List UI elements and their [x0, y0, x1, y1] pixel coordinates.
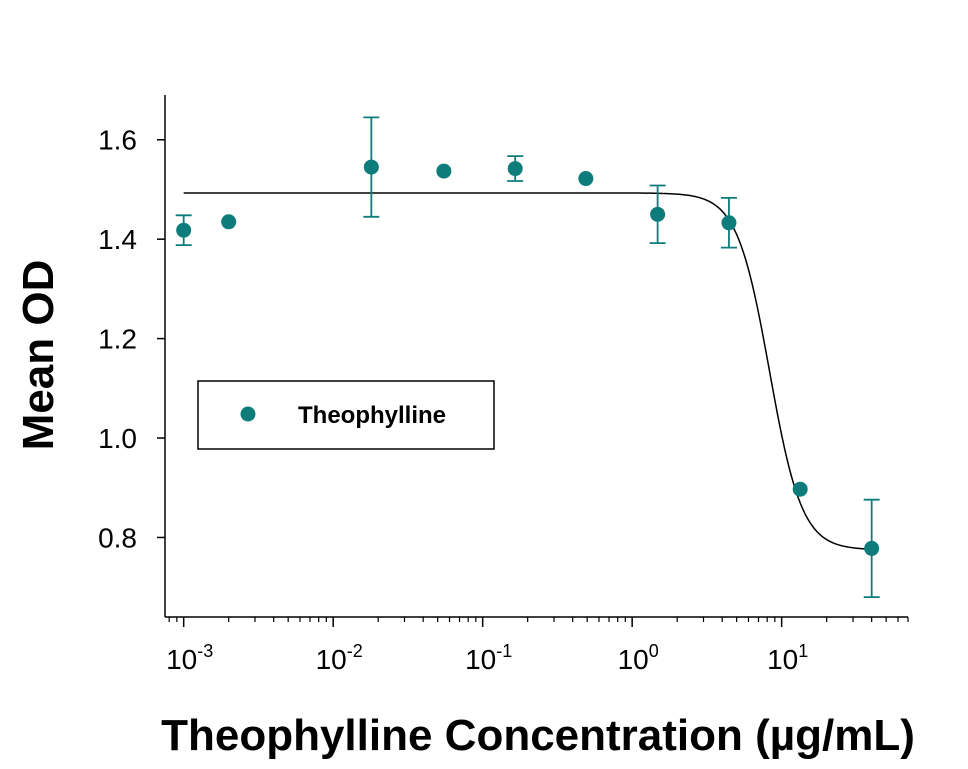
- legend-marker: [240, 406, 256, 422]
- x-tick-label: 10-2: [316, 641, 363, 675]
- data-point: [176, 222, 192, 238]
- x-axis-label: Theophylline Concentration (µg/mL): [161, 711, 915, 760]
- y-tick-label: 1.0: [98, 423, 137, 454]
- x-tick-label: 10-3: [166, 641, 213, 675]
- data-point: [864, 540, 880, 556]
- y-axis-label: Mean OD: [14, 260, 63, 451]
- x-tick-label: 101: [767, 641, 808, 675]
- data-point: [792, 481, 808, 497]
- data-point: [221, 214, 237, 230]
- y-tick-label: 1.2: [98, 324, 137, 355]
- data-point: [578, 171, 594, 187]
- data-point: [363, 159, 379, 175]
- legend-label: Theophylline: [298, 402, 446, 429]
- legend: Theophylline: [197, 380, 495, 450]
- fit-curve: [183, 192, 872, 550]
- y-tick-label: 0.8: [98, 522, 137, 553]
- axes: 0.8 1.0 1.2 1.4 1.6 10-3 10-2 10-1 100 101: [98, 95, 909, 675]
- x-tick-label: 10-1: [465, 641, 512, 675]
- fit-curve-group: [183, 192, 872, 550]
- y-tick-label: 1.6: [98, 125, 137, 156]
- data-point: [721, 215, 737, 231]
- x-tick-label: 100: [618, 641, 659, 675]
- y-tick-label: 1.4: [98, 224, 137, 255]
- error-bars: [175, 116, 880, 599]
- data-point: [650, 206, 666, 222]
- data-point: [507, 161, 523, 177]
- data-points: [176, 159, 880, 556]
- data-point: [436, 163, 452, 179]
